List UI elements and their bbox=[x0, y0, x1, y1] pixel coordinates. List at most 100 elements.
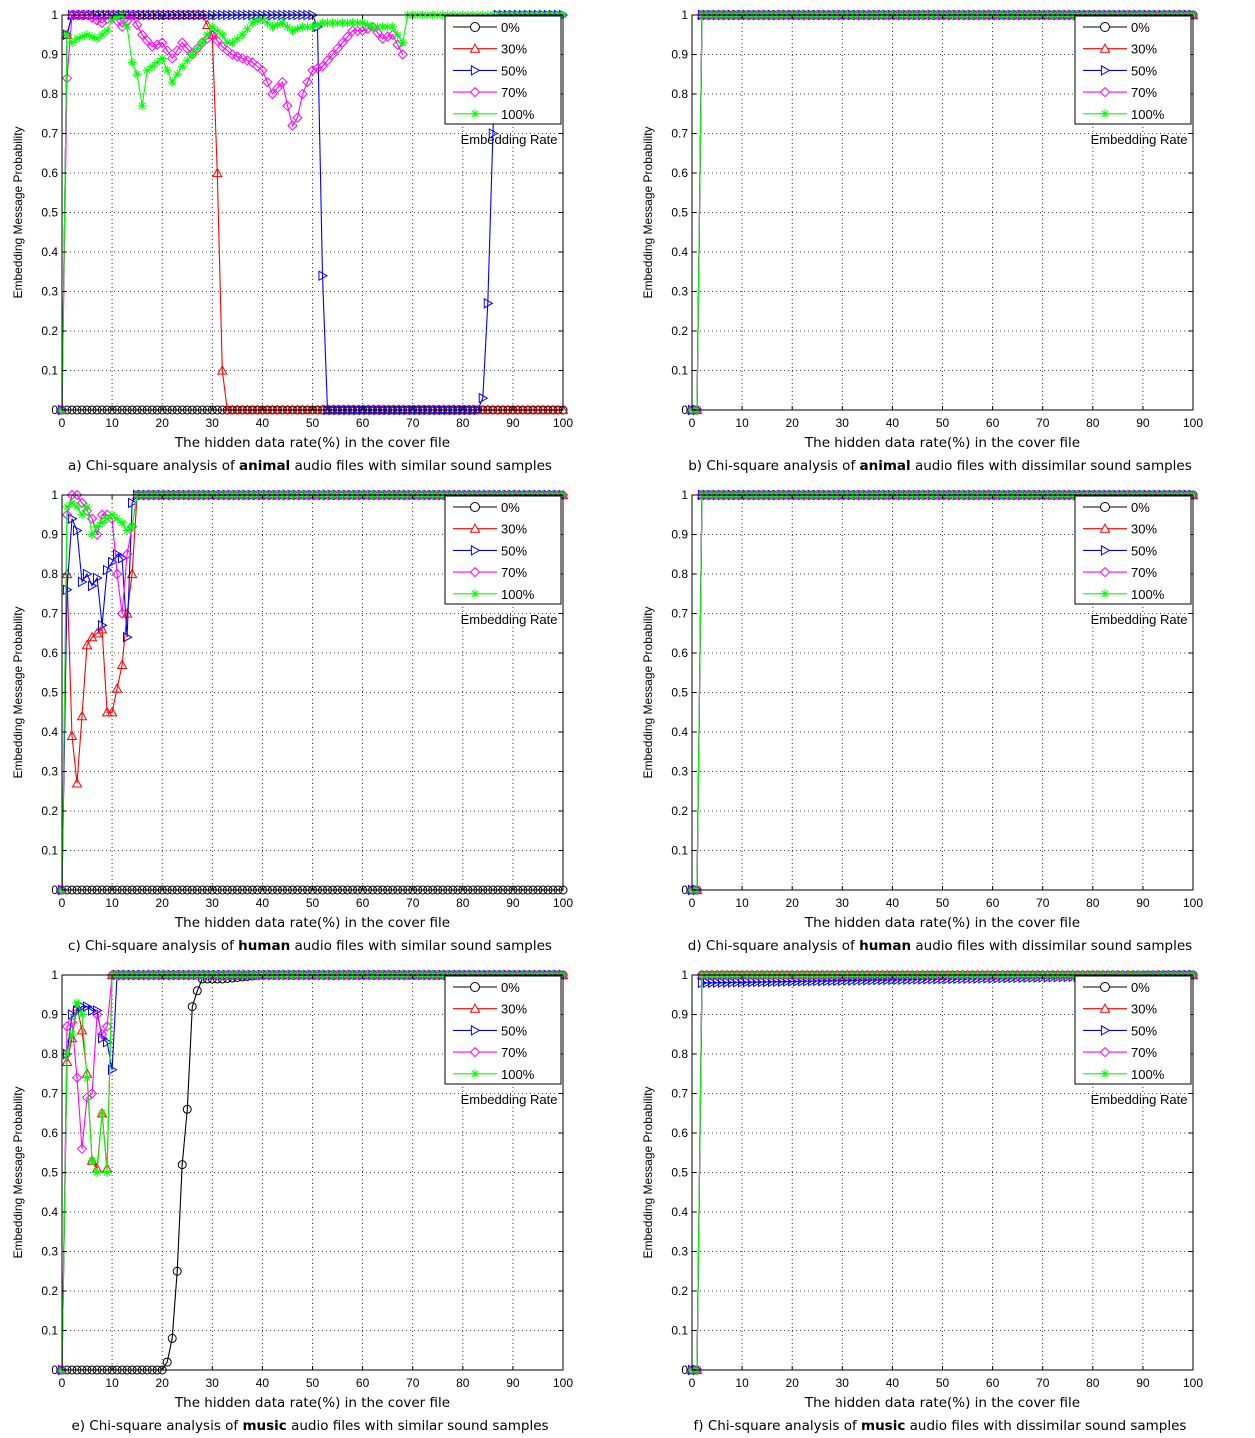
y-tick-label: 0.1 bbox=[41, 844, 58, 858]
data-point bbox=[337, 37, 348, 48]
data-point bbox=[118, 552, 128, 564]
legend-label: 30% bbox=[1131, 522, 1157, 537]
data-point bbox=[162, 65, 172, 75]
data-point bbox=[212, 35, 223, 46]
y-tick-label: 0.8 bbox=[671, 567, 688, 581]
data-point bbox=[707, 977, 718, 989]
data-point bbox=[207, 22, 217, 32]
legend-marker bbox=[470, 22, 480, 32]
data-point bbox=[67, 498, 77, 508]
data-point bbox=[227, 38, 237, 48]
y-axis-label: Embedding Message Probability bbox=[641, 606, 655, 778]
x-axis-label: The hidden data rate(%) in the cover fil… bbox=[804, 1395, 1080, 1411]
data-point bbox=[377, 33, 388, 44]
x-tick-label: 70 bbox=[406, 1376, 420, 1390]
data-point bbox=[128, 497, 138, 509]
data-point bbox=[71, 1072, 83, 1083]
y-tick-label: 0.2 bbox=[671, 804, 688, 818]
data-point bbox=[77, 1010, 87, 1019]
x-tick-label: 0 bbox=[689, 896, 696, 910]
data-point bbox=[172, 1266, 182, 1276]
data-point bbox=[107, 510, 117, 520]
legend-marker bbox=[1100, 22, 1110, 32]
x-tick-label: 40 bbox=[256, 896, 270, 910]
data-point bbox=[77, 510, 87, 520]
data-point bbox=[372, 27, 383, 38]
data-point bbox=[318, 270, 329, 282]
legend-marker bbox=[1099, 43, 1111, 53]
data-point bbox=[216, 364, 228, 375]
y-tick-label: 0.5 bbox=[41, 206, 58, 220]
chart-b: 0 10 20 30 40 50 60 70 80 90 100 0 0.1 0.2 0.3 0.4 0.5 0.… bbox=[641, 8, 1203, 451]
data-point bbox=[182, 1104, 192, 1114]
data-point bbox=[116, 608, 128, 619]
legend-label: 0% bbox=[501, 20, 520, 35]
data-point bbox=[332, 43, 343, 54]
data-point bbox=[116, 659, 128, 669]
data-point bbox=[343, 18, 353, 28]
data-point bbox=[353, 18, 363, 28]
data-point bbox=[712, 977, 723, 989]
chart-panel-a: 0 10 20 30 40 50 60 70 80 90 100 0 0.1 0.2 0.3 0.4 0.5 0.… bbox=[0, 0, 620, 478]
legend-marker bbox=[469, 566, 481, 578]
data-point bbox=[357, 25, 368, 37]
data-point bbox=[127, 57, 137, 67]
y-tick-label: 0.7 bbox=[41, 127, 58, 141]
data-point bbox=[102, 1036, 113, 1048]
data-point bbox=[112, 514, 122, 524]
data-point bbox=[108, 1064, 118, 1076]
x-tick-label: 80 bbox=[456, 896, 470, 910]
data-point bbox=[62, 1049, 72, 1059]
y-tick-label: 0.8 bbox=[41, 87, 58, 101]
data-point bbox=[147, 61, 157, 71]
ticks: 0 10 20 30 40 50 60 70 80 90 100 0 0.1 0.2 0.3 0.4 0.5 0.… bbox=[41, 8, 573, 430]
data-point bbox=[76, 1024, 88, 1035]
y-tick-label: 0.7 bbox=[671, 127, 688, 141]
chart-panel-d: 0 10 20 30 40 50 60 70 80 90 100 0 0.1 0.2 0.3 0.4 0.5 0.… bbox=[630, 480, 1250, 958]
y-tick-label: 0.5 bbox=[41, 1166, 58, 1180]
y-tick-label: 0.9 bbox=[671, 1008, 688, 1022]
x-tick-label: 50 bbox=[936, 416, 950, 430]
data-point bbox=[388, 22, 398, 32]
legend-marker bbox=[1100, 589, 1110, 599]
legend-title: Embedding Rate bbox=[461, 612, 558, 627]
data-point bbox=[157, 53, 167, 63]
y-tick-label: 0.4 bbox=[671, 245, 688, 259]
data-point bbox=[87, 32, 97, 42]
legend-marker bbox=[469, 1003, 481, 1013]
data-point bbox=[317, 61, 328, 72]
x-tick-label: 70 bbox=[406, 896, 420, 910]
y-tick-label: 0.4 bbox=[671, 1205, 688, 1219]
y-axis-label: Embedding Message Probability bbox=[11, 126, 25, 298]
data-point bbox=[76, 9, 88, 21]
data-point bbox=[753, 976, 763, 988]
data-point bbox=[113, 548, 123, 560]
data-point bbox=[267, 88, 278, 100]
x-tick-label: 20 bbox=[786, 416, 800, 430]
data-point bbox=[267, 22, 277, 32]
chart-a: 0 10 20 30 40 50 60 70 80 90 100 0 0.1 0.2 0.3 0.4 0.5 0.… bbox=[11, 8, 573, 451]
y-tick-label: 0.4 bbox=[41, 725, 58, 739]
legend-marker bbox=[1100, 1025, 1111, 1036]
y-tick-label: 0.5 bbox=[671, 686, 688, 700]
data-point bbox=[87, 1005, 98, 1016]
y-tick-label: 1 bbox=[51, 488, 58, 502]
ticks: 0 10 20 30 40 50 60 70 80 90 100 0 0.1 0.2 0.3 0.4 0.5 0.… bbox=[671, 968, 1203, 1390]
data-point bbox=[738, 976, 748, 988]
x-tick-label: 80 bbox=[1086, 416, 1100, 430]
legend-label: 30% bbox=[501, 1002, 527, 1017]
x-tick-label: 40 bbox=[256, 1376, 270, 1390]
legend-title: Embedding Rate bbox=[1091, 132, 1188, 147]
data-point bbox=[237, 53, 248, 64]
data-point bbox=[282, 100, 293, 112]
legend-marker bbox=[1099, 523, 1111, 533]
x-tick-label: 30 bbox=[836, 896, 850, 910]
y-tick-label: 0.4 bbox=[41, 1205, 58, 1219]
caption-b: b) Chi-square analysis of animal audio f… bbox=[688, 458, 1192, 474]
x-tick-label: 30 bbox=[836, 416, 850, 430]
x-tick-label: 30 bbox=[206, 1376, 220, 1390]
data-point bbox=[87, 1156, 97, 1166]
legend-label: 100% bbox=[501, 587, 535, 602]
x-tick-label: 50 bbox=[306, 896, 320, 910]
y-tick-label: 1 bbox=[681, 968, 688, 982]
